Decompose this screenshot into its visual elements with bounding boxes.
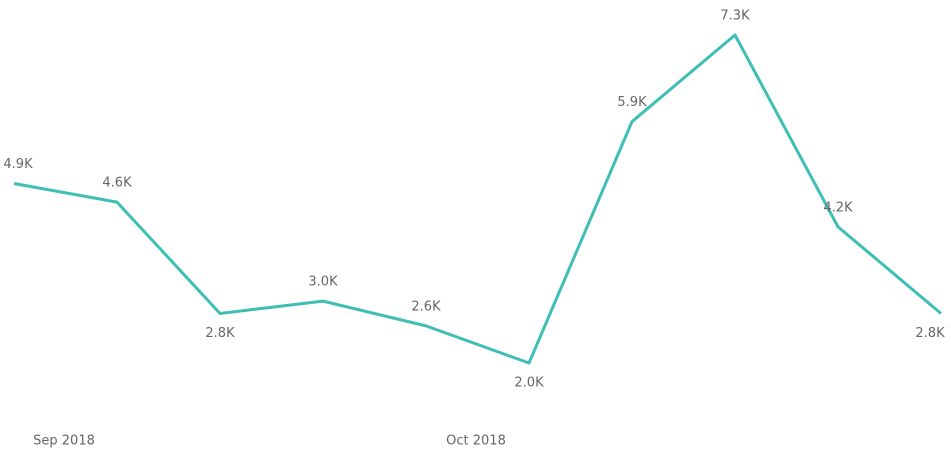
data-label: 2.0K bbox=[514, 376, 544, 391]
data-label: 2.8K bbox=[205, 326, 235, 341]
data-label: 4.6K bbox=[102, 176, 132, 191]
data-label: 4.2K bbox=[823, 200, 853, 215]
data-label: 3.0K bbox=[308, 275, 338, 290]
data-label: 4.9K bbox=[3, 157, 33, 172]
data-label: 5.9K bbox=[617, 95, 647, 110]
data-label: 2.6K bbox=[411, 299, 441, 314]
x-tick-label: Sep 2018 bbox=[33, 434, 95, 449]
x-tick-label: Oct 2018 bbox=[446, 434, 506, 449]
line bbox=[13, 33, 942, 365]
data-label: 2.8K bbox=[915, 326, 945, 341]
data-label: 7.3K bbox=[720, 9, 750, 24]
